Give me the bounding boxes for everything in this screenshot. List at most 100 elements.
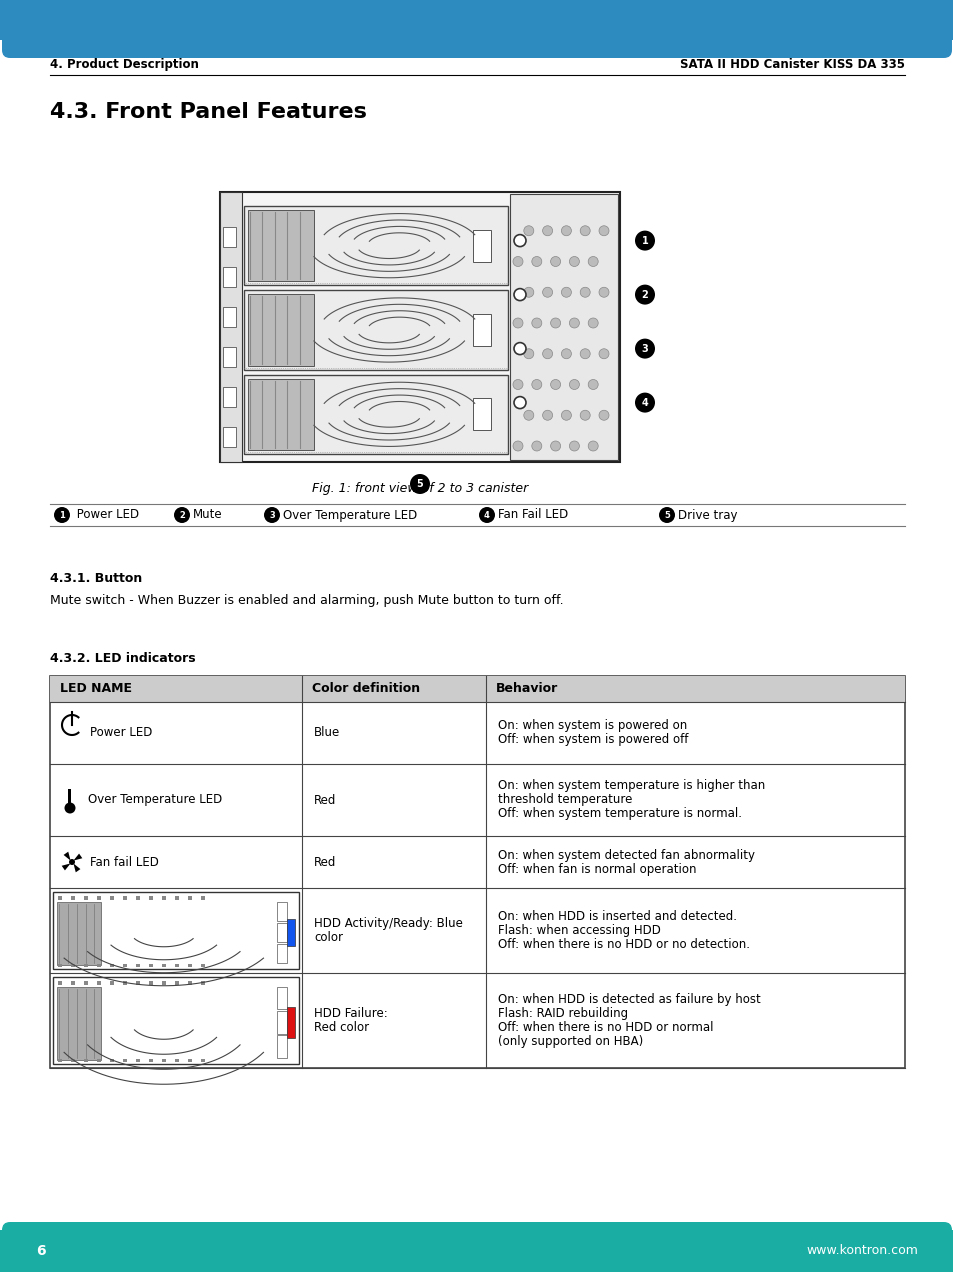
Circle shape: [598, 287, 608, 298]
Circle shape: [523, 411, 534, 420]
Text: 5: 5: [416, 480, 423, 488]
Circle shape: [550, 441, 560, 452]
Bar: [200, 981, 205, 985]
Text: 1: 1: [59, 510, 65, 519]
Bar: [58, 895, 62, 901]
FancyBboxPatch shape: [2, 1222, 951, 1272]
FancyBboxPatch shape: [2, 0, 951, 59]
Circle shape: [579, 287, 590, 298]
Bar: [162, 895, 166, 901]
Bar: [223, 387, 235, 407]
Bar: [174, 964, 178, 967]
Text: www.kontron.com: www.kontron.com: [805, 1244, 917, 1258]
Bar: [71, 1060, 75, 1062]
Text: Off: when system is powered off: Off: when system is powered off: [497, 734, 688, 747]
Bar: [223, 267, 235, 287]
Bar: [0, 0, 953, 39]
Circle shape: [550, 318, 560, 328]
Circle shape: [560, 225, 571, 235]
Bar: [97, 964, 101, 967]
Circle shape: [478, 508, 495, 523]
Circle shape: [569, 379, 578, 389]
Bar: [149, 895, 152, 901]
Circle shape: [550, 379, 560, 389]
Circle shape: [513, 257, 522, 267]
Circle shape: [542, 287, 552, 298]
Circle shape: [588, 257, 598, 267]
Bar: [123, 964, 127, 967]
Text: On: when system is powered on: On: when system is powered on: [497, 720, 686, 733]
Text: color: color: [314, 931, 343, 944]
Circle shape: [69, 859, 75, 865]
Text: Fan fail LED: Fan fail LED: [90, 856, 159, 869]
Bar: [69, 789, 71, 806]
Text: Flash: RAID rebuilding: Flash: RAID rebuilding: [497, 1007, 627, 1020]
Bar: [277, 922, 287, 943]
Bar: [248, 294, 314, 365]
Bar: [149, 1060, 152, 1062]
Bar: [473, 230, 491, 262]
Text: Over Temperature LED: Over Temperature LED: [283, 509, 416, 522]
Text: Off: when system temperature is normal.: Off: when system temperature is normal.: [497, 808, 741, 820]
Bar: [223, 427, 235, 446]
Text: On: when HDD is inserted and detected.: On: when HDD is inserted and detected.: [497, 909, 737, 923]
Text: On: when system temperature is higher than: On: when system temperature is higher th…: [497, 780, 764, 792]
Text: 6: 6: [36, 1244, 46, 1258]
Bar: [57, 987, 101, 1060]
Text: Behavior: Behavior: [496, 683, 558, 696]
Text: On: when system detected fan abnormality: On: when system detected fan abnormality: [497, 848, 754, 861]
Bar: [223, 307, 235, 327]
Text: Fan Fail LED: Fan Fail LED: [497, 509, 568, 522]
Bar: [223, 226, 235, 247]
Circle shape: [523, 349, 534, 359]
Bar: [220, 192, 619, 462]
Bar: [58, 981, 62, 985]
Bar: [135, 895, 140, 901]
Bar: [0, 0, 953, 32]
Bar: [84, 1060, 88, 1062]
Text: 5: 5: [663, 510, 669, 519]
Circle shape: [531, 441, 541, 452]
Bar: [123, 1060, 127, 1062]
Text: 3: 3: [641, 343, 648, 354]
Circle shape: [588, 379, 598, 389]
Polygon shape: [73, 854, 82, 861]
Text: 4.3. Front Panel Features: 4.3. Front Panel Features: [50, 102, 367, 122]
Bar: [110, 964, 113, 967]
Circle shape: [579, 225, 590, 235]
Bar: [0, 1230, 953, 1238]
Bar: [174, 1060, 178, 1062]
Bar: [162, 964, 166, 967]
Circle shape: [569, 318, 578, 328]
Bar: [110, 895, 113, 901]
Circle shape: [635, 230, 655, 251]
Text: (only supported on HBA): (only supported on HBA): [497, 1035, 642, 1048]
Bar: [123, 981, 127, 985]
Circle shape: [542, 225, 552, 235]
Circle shape: [542, 411, 552, 420]
Bar: [188, 1060, 192, 1062]
Circle shape: [569, 441, 578, 452]
Bar: [277, 1035, 287, 1058]
Circle shape: [523, 225, 534, 235]
Bar: [188, 895, 192, 901]
Circle shape: [542, 349, 552, 359]
Circle shape: [531, 257, 541, 267]
Text: 4. Product Description: 4. Product Description: [50, 59, 198, 71]
Bar: [248, 210, 314, 281]
Text: Off: when fan is normal operation: Off: when fan is normal operation: [497, 862, 696, 875]
Circle shape: [410, 474, 430, 494]
Text: SATA II HDD Canister KISS DA 335: SATA II HDD Canister KISS DA 335: [679, 59, 904, 71]
Circle shape: [598, 225, 608, 235]
Circle shape: [531, 318, 541, 328]
Circle shape: [513, 318, 522, 328]
Bar: [123, 895, 127, 901]
Text: Over Temperature LED: Over Temperature LED: [88, 794, 222, 806]
Circle shape: [579, 349, 590, 359]
Bar: [162, 981, 166, 985]
Circle shape: [514, 289, 525, 300]
Bar: [53, 892, 299, 969]
Circle shape: [635, 338, 655, 359]
Circle shape: [560, 287, 571, 298]
Bar: [200, 964, 205, 967]
